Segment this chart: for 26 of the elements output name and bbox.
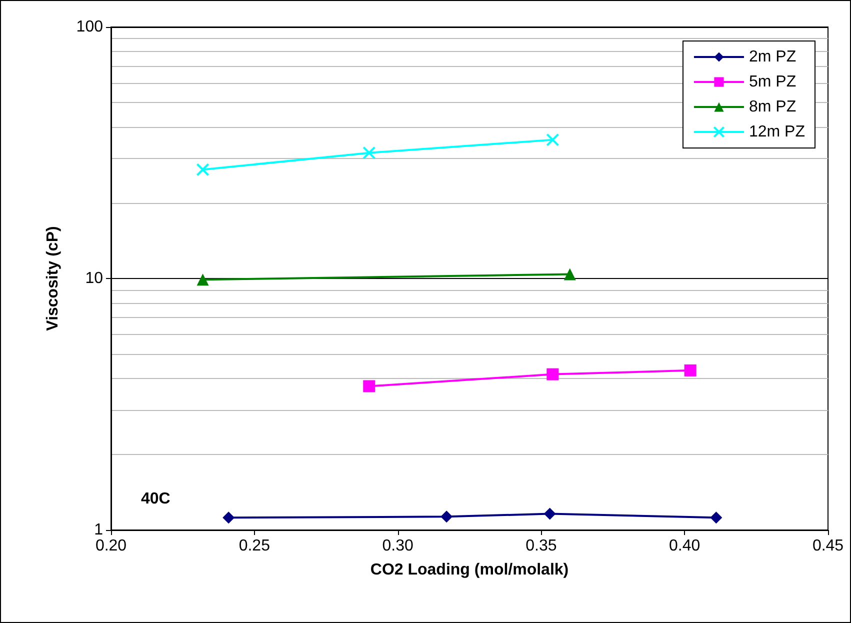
point bbox=[546, 368, 559, 380]
annotation: 40C bbox=[141, 490, 171, 508]
y-axis-title: Viscosity (cP) bbox=[44, 226, 62, 331]
legend-label: 12m PZ bbox=[748, 124, 806, 140]
x-tick-label: 0.45 bbox=[812, 538, 844, 554]
legend-label: 8m PZ bbox=[748, 98, 796, 116]
point bbox=[684, 364, 696, 376]
point bbox=[544, 508, 556, 520]
point bbox=[710, 512, 722, 524]
point bbox=[196, 163, 210, 176]
legend-label: 2m PZ bbox=[748, 48, 796, 66]
y-tick-label: 1 bbox=[94, 522, 104, 538]
point bbox=[440, 510, 453, 523]
x-tick-label: 0.40 bbox=[669, 538, 700, 554]
point bbox=[363, 380, 376, 392]
legend-label: 5m PZ bbox=[748, 74, 796, 90]
x-tick-label: 0.30 bbox=[382, 538, 414, 554]
x-tick-label: 0.20 bbox=[95, 538, 127, 554]
y-tick-label: 10 bbox=[85, 270, 104, 287]
x-tick-label: 0.35 bbox=[526, 538, 557, 554]
x-tick-label: 0.25 bbox=[238, 538, 270, 554]
point bbox=[362, 146, 376, 160]
point bbox=[546, 133, 560, 146]
y-tick-label: 100 bbox=[76, 18, 104, 36]
point bbox=[222, 512, 235, 524]
x-axis-title: CO2 Loading (mol/molalk) bbox=[370, 562, 569, 578]
